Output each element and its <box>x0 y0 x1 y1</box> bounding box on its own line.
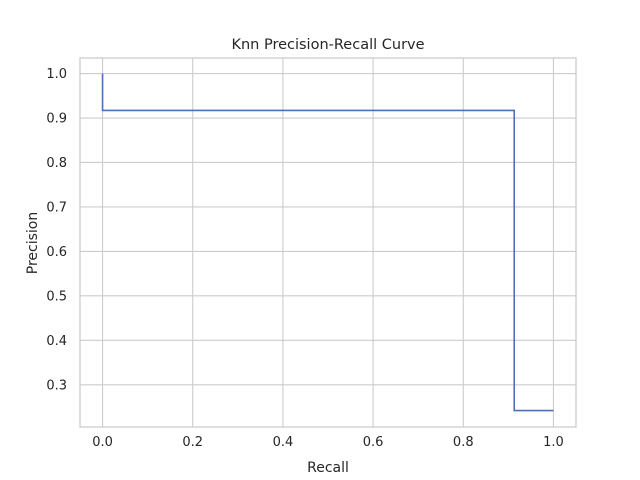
plot-area-frame <box>79 57 577 428</box>
x-tick-label: 1.0 <box>543 435 564 450</box>
precision-recall-line <box>101 73 554 412</box>
y-tick-label: 0.6 <box>46 245 67 260</box>
y-axis-ticks: 0.3 0.4 0.5 0.6 0.7 0.8 0.9 1.0 <box>46 67 67 393</box>
x-axis-ticks: 0.0 0.2 0.4 0.6 0.8 1.0 <box>92 435 564 450</box>
y-tick-label: 0.4 <box>46 334 67 349</box>
x-tick-label: 0.4 <box>273 435 294 450</box>
y-axis-label: Precision <box>25 212 41 274</box>
chart-title: Knn Precision-Recall Curve <box>231 37 424 53</box>
y-tick-label: 0.3 <box>46 378 67 393</box>
y-tick-label: 0.8 <box>46 156 67 171</box>
y-tick-label: 0.9 <box>46 112 67 127</box>
series-layer <box>101 73 554 412</box>
x-tick-label: 0.2 <box>182 435 203 450</box>
x-tick-label: 0.8 <box>453 435 474 450</box>
x-tick-label: 0.6 <box>363 435 384 450</box>
y-tick-label: 0.7 <box>46 200 67 215</box>
grid <box>80 58 576 427</box>
y-tick-label: 1.0 <box>46 67 67 82</box>
y-tick-label: 0.5 <box>46 289 67 304</box>
x-tick-label: 0.0 <box>92 435 113 450</box>
x-axis-label: Recall <box>307 460 349 476</box>
